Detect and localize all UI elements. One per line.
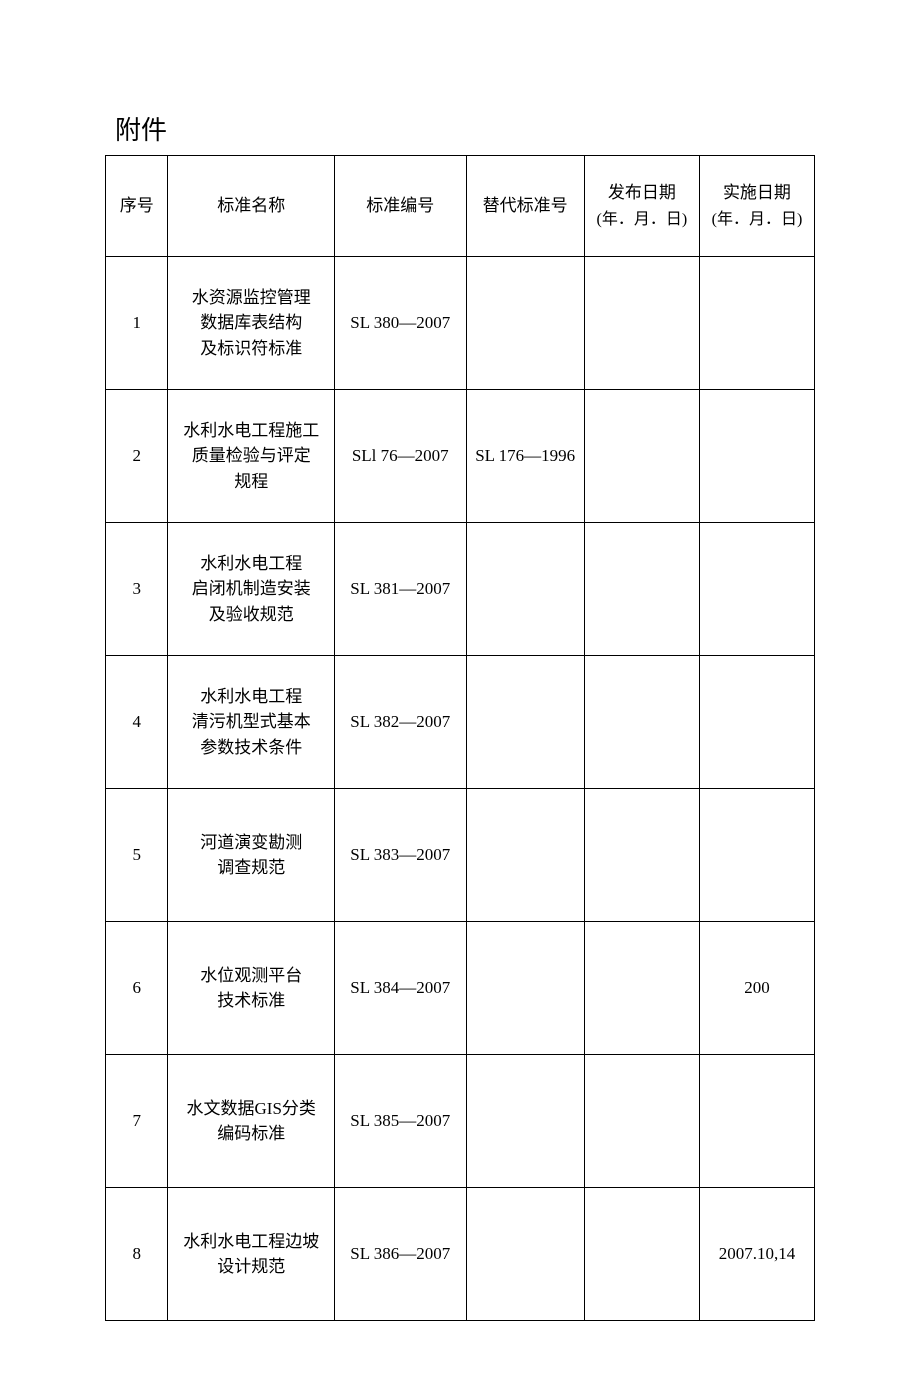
cell-replace [466,1188,584,1321]
cell-pub-date [584,656,699,789]
standards-table: 序号 标准名称 标准编号 替代标准号 发布日期 (年．月．日) 实施日期 (年．… [105,155,815,1321]
cell-seq: 4 [106,656,168,789]
cell-impl-date [699,390,814,523]
table-row: 6水位观测平台技术标准SL 384—2007200 [106,922,815,1055]
cell-name: 水利水电工程清污机型式基本参数技术条件 [168,656,335,789]
cell-name-line: 及标识符标准 [200,339,302,358]
cell-impl-date [699,789,814,922]
cell-name: 河道演变勘测调查规范 [168,789,335,922]
cell-name-line: 清污机型式基本 [192,712,311,731]
cell-name-line: 质量检验与评定 [192,446,311,465]
cell-name-line: 水资源监控管理 [192,288,311,307]
cell-seq: 6 [106,922,168,1055]
cell-replace [466,1055,584,1188]
cell-name: 水资源监控管理数据库表结构及标识符标准 [168,257,335,390]
cell-code: SLl 76—2007 [335,390,466,523]
cell-code: SL 383—2007 [335,789,466,922]
cell-name-line: 数据库表结构 [200,313,302,332]
cell-name: 水位观测平台技术标准 [168,922,335,1055]
cell-name: 水文数据GIS分类编码标准 [168,1055,335,1188]
table-row: 4水利水电工程清污机型式基本参数技术条件SL 382—2007 [106,656,815,789]
cell-name-line: 水文数据GIS分类 [187,1099,316,1118]
cell-name-line: 水位观测平台 [200,966,302,985]
cell-seq: 7 [106,1055,168,1188]
cell-code: SL 385—2007 [335,1055,466,1188]
header-impl-date: 实施日期 (年．月．日) [699,156,814,257]
cell-pub-date [584,922,699,1055]
cell-code: SL 384—2007 [335,922,466,1055]
cell-replace [466,922,584,1055]
cell-name-line: 规程 [234,472,268,491]
cell-name-line: 河道演变勘测 [200,833,302,852]
cell-replace [466,523,584,656]
table-row: 3水利水电工程启闭机制造安装及验收规范SL 381—2007 [106,523,815,656]
cell-name: 水利水电工程施工质量检验与评定规程 [168,390,335,523]
cell-pub-date [584,789,699,922]
header-seq: 序号 [106,156,168,257]
cell-pub-date [584,257,699,390]
header-pub-l2: (年．月．日) [597,211,688,228]
cell-code: SL 386—2007 [335,1188,466,1321]
cell-code: SL 380―2007 [335,257,466,390]
cell-name-line: 调查规范 [217,858,285,877]
header-name: 标准名称 [168,156,335,257]
table-row: 1水资源监控管理数据库表结构及标识符标准SL 380―2007 [106,257,815,390]
cell-pub-date [584,1188,699,1321]
header-impl-l2: (年．月．日) [712,211,803,228]
cell-replace [466,257,584,390]
cell-seq: 2 [106,390,168,523]
header-code: 标准编号 [335,156,466,257]
cell-impl-date: 200 [699,922,814,1055]
cell-name-line: 编码标准 [217,1124,285,1143]
header-pub-l1: 发布日期 [608,183,676,202]
cell-pub-date [584,523,699,656]
cell-seq: 1 [106,257,168,390]
cell-name: 水利水电工程边坡设计规范 [168,1188,335,1321]
cell-replace: SL 176—1996 [466,390,584,523]
header-pub-date: 发布日期 (年．月．日) [584,156,699,257]
table-row: 7水文数据GIS分类编码标准SL 385—2007 [106,1055,815,1188]
cell-code: SL 381—2007 [335,523,466,656]
cell-impl-date: 2007.10,14 [699,1188,814,1321]
cell-name-line: 及验收规范 [209,605,294,624]
cell-name: 水利水电工程启闭机制造安装及验收规范 [168,523,335,656]
header-replace: 替代标准号 [466,156,584,257]
table-row: 8水利水电工程边坡设计规范SL 386—20072007.10,14 [106,1188,815,1321]
cell-name-line: 水利水电工程 [200,687,302,706]
cell-name-line: 启闭机制造安装 [192,579,311,598]
document-page: 附件 序号 标准名称 标准编号 替代标准号 发布日期 (年．月．日) 实施日期 [0,0,920,1381]
cell-seq: 5 [106,789,168,922]
cell-name-line: 水利水电工程施工 [183,421,319,440]
cell-pub-date [584,390,699,523]
cell-replace [466,656,584,789]
cell-name-line: 水利水电工程 [200,554,302,573]
cell-pub-date [584,1055,699,1188]
cell-replace [466,789,584,922]
table-body: 1水资源监控管理数据库表结构及标识符标准SL 380―20072水利水电工程施工… [106,257,815,1321]
cell-impl-date [699,257,814,390]
table-row: 5河道演变勘测调查规范SL 383—2007 [106,789,815,922]
cell-name-line: 设计规范 [217,1257,285,1276]
cell-name-line: 参数技术条件 [200,738,302,757]
cell-code: SL 382—2007 [335,656,466,789]
cell-seq: 8 [106,1188,168,1321]
header-impl-l1: 实施日期 [723,183,791,202]
cell-impl-date [699,523,814,656]
table-row: 2水利水电工程施工质量检验与评定规程SLl 76—2007SL 176—1996 [106,390,815,523]
page-title: 附件 [105,110,815,147]
cell-seq: 3 [106,523,168,656]
cell-name-line: 水利水电工程边坡 [183,1232,319,1251]
table-header-row: 序号 标准名称 标准编号 替代标准号 发布日期 (年．月．日) 实施日期 (年．… [106,156,815,257]
cell-impl-date [699,1055,814,1188]
cell-name-line: 技术标准 [217,991,285,1010]
cell-impl-date [699,656,814,789]
